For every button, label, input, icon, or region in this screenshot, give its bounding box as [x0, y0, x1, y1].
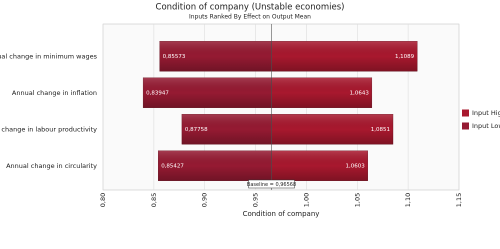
x-tick-label: 1,15 [455, 193, 463, 207]
legend-label: Input High [472, 109, 500, 117]
bar-shade [159, 41, 272, 72]
value-label: 1,0643 [350, 90, 370, 96]
x-tick-label: 1,10 [404, 193, 412, 207]
x-tick-label: 1,05 [353, 193, 361, 207]
legend-label: Input Low [472, 122, 500, 130]
value-label: 1,0603 [346, 163, 366, 169]
bar-shade [181, 114, 272, 145]
y-tick-label: Annual change in labour productivity [0, 125, 97, 133]
value-label: 0,83947 [146, 90, 169, 96]
x-tick-label: 0,95 [252, 193, 260, 207]
x-axis-label: Condition of company [243, 210, 320, 218]
value-label: 1,0851 [371, 127, 390, 133]
x-tick-label: 0,80 [99, 193, 107, 207]
y-tick-label: Annual change in minimum wages [0, 52, 98, 60]
y-tick-label: Annual change in circularity [6, 162, 97, 170]
bar-shade [158, 150, 272, 181]
value-label: 1,1089 [395, 54, 415, 60]
bar-shade [271, 114, 393, 145]
bar-shade [271, 41, 418, 72]
legend-swatch [462, 109, 469, 117]
bar-shade [143, 77, 272, 108]
bar-shade [271, 150, 368, 181]
chart-subtitle: Inputs Ranked By Effect on Output Mean [189, 14, 311, 21]
x-tick-label: 0,85 [150, 193, 158, 207]
x-tick-label: 1,00 [302, 193, 310, 207]
y-tick-label: Annual change in inflation [12, 89, 97, 97]
baseline-label: Baseline = 0,96568 [247, 182, 296, 188]
bar-shade [271, 77, 372, 108]
value-label: 0,85573 [163, 54, 186, 60]
baseline-box [248, 179, 295, 189]
legend-swatch [462, 122, 469, 130]
value-label: 0,87758 [185, 127, 208, 133]
chart-title: Condition of company (Unstable economies… [156, 3, 345, 13]
value-label: 0,85427 [161, 163, 184, 169]
x-tick-label: 0,90 [201, 193, 209, 207]
